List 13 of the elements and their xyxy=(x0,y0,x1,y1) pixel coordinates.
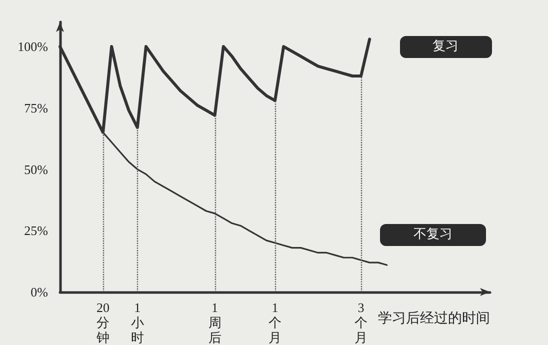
x-tick-label: 3个月 xyxy=(354,300,368,345)
x-tick-label: 1周后 xyxy=(208,300,222,345)
y-tick-label: 50% xyxy=(24,162,48,177)
callout-tag: 复习 xyxy=(400,36,492,58)
x-tick-label: 1小时 xyxy=(130,300,144,345)
y-tick-label: 25% xyxy=(24,223,48,238)
callout-tag: 不复习 xyxy=(380,224,486,246)
x-tick-label: 1个月 xyxy=(268,300,282,345)
y-tick-label: 0% xyxy=(30,284,48,300)
x-axis-title: 学习后经过的时间 xyxy=(378,310,490,326)
y-tick-label: 75% xyxy=(24,100,48,116)
y-tick-label: 100% xyxy=(18,39,48,54)
x-tick-label: 20分钟 xyxy=(96,300,110,345)
